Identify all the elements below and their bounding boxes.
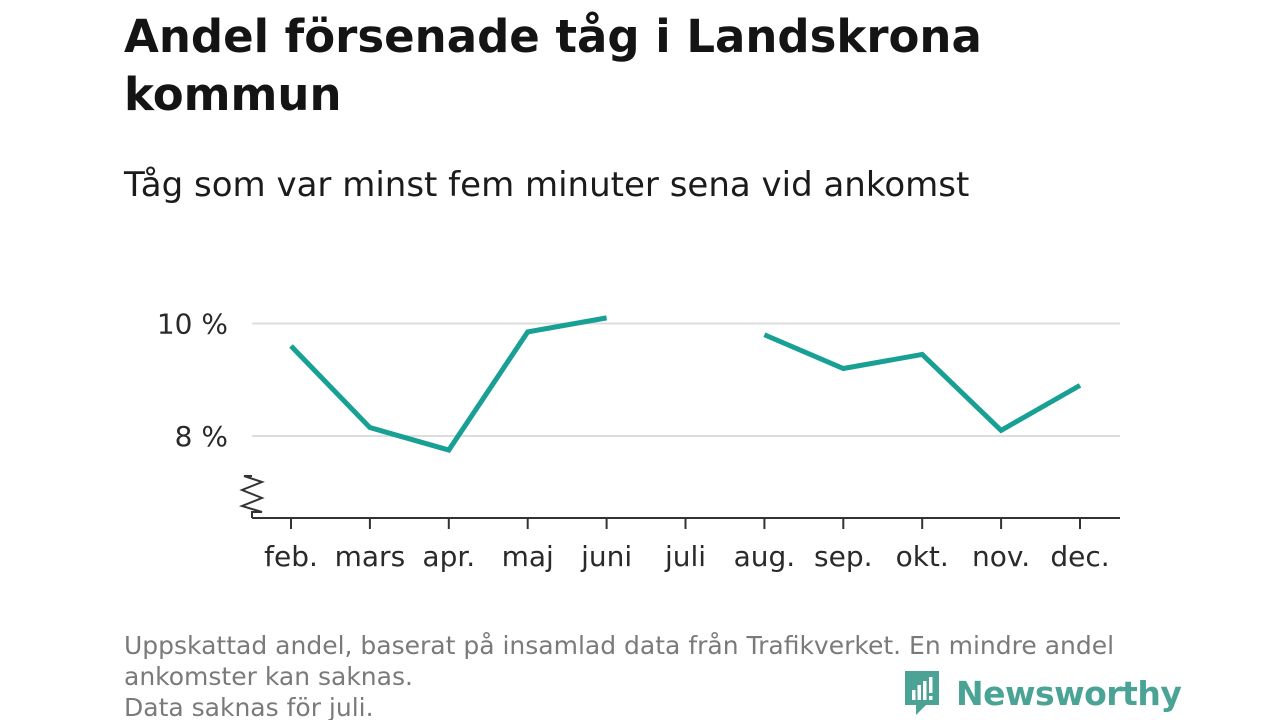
x-tick-label: nov.: [972, 540, 1030, 573]
x-tick-label: aug.: [734, 540, 796, 573]
series-lines: [289, 315, 1082, 453]
footnote-line: ankomster kan saknas.: [124, 662, 413, 691]
footnote-line: Data saknas för juli.: [124, 693, 374, 720]
chart-title: Andel försenade tåg i Landskrona kommun: [124, 10, 982, 121]
axis-break-icon: [238, 475, 265, 518]
chart-subtitle: Tåg som var minst fem minuter sena vid a…: [124, 165, 970, 205]
y-tick-label: 10 %: [157, 308, 228, 341]
y-tick-label: 8 %: [175, 420, 228, 453]
x-tick-label: apr.: [422, 540, 475, 573]
x-tick-label: juli: [664, 540, 706, 573]
series-line-segment: [289, 315, 608, 453]
chart-footnote: Uppskattad andel, baserat på insamlad da…: [124, 630, 1164, 720]
x-tick-label: sep.: [814, 540, 873, 573]
x-tick-label: mars: [335, 540, 406, 573]
brand-name: Newsworthy: [956, 673, 1182, 713]
newsworthy-logo-icon: [905, 671, 939, 715]
brand-logo: Newsworthy: [902, 668, 1182, 718]
x-tick-label: okt.: [896, 540, 949, 573]
x-tick-label: dec.: [1050, 540, 1109, 573]
footnote-line: Uppskattad andel, baserat på insamlad da…: [124, 631, 1115, 660]
x-tick-label: juni: [580, 540, 632, 573]
x-tick-label: maj: [502, 540, 554, 573]
y-axis-tick-labels: 8 % 10 %: [157, 308, 228, 454]
x-tick-label: feb.: [264, 540, 318, 573]
x-axis: feb. mars apr. maj juni juli aug. sep. okt. nov. d…: [238, 475, 1120, 573]
series-line-segment: [763, 332, 1082, 434]
